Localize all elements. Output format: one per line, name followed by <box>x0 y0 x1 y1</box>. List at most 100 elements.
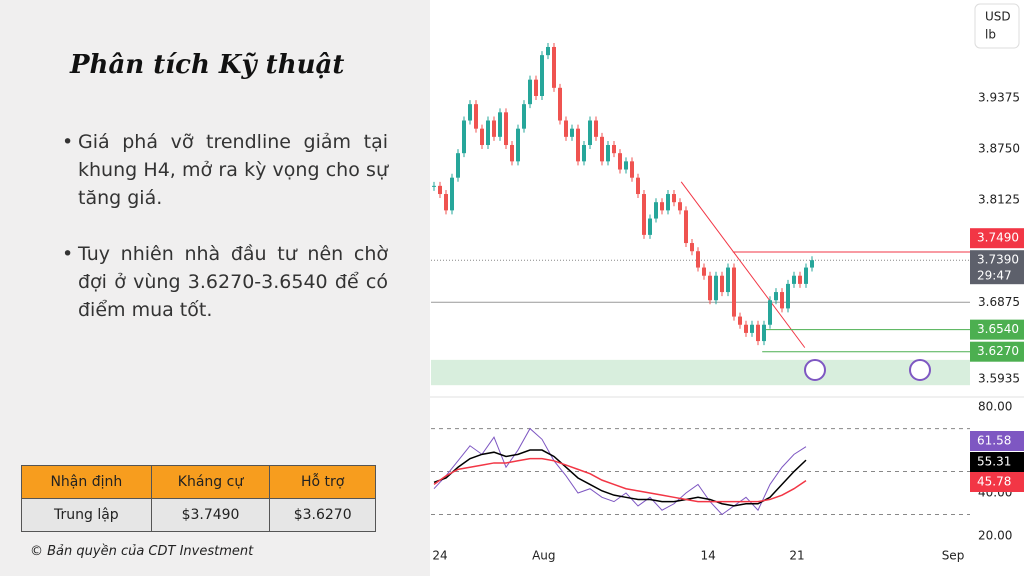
text-panel: Phân tích Kỹ thuật Giá phá vỡ trendline … <box>0 0 430 576</box>
candle <box>786 283 790 309</box>
candle <box>438 185 442 195</box>
candle <box>678 202 682 211</box>
bullet: Tuy nhiên nhà đầu tư nên chờ đợi ở vùng … <box>62 240 388 324</box>
candle <box>516 128 520 162</box>
candle <box>720 275 724 293</box>
candle <box>666 194 670 211</box>
y-tick-label: 3.9375 <box>978 91 1020 105</box>
candle <box>432 185 436 187</box>
candle <box>552 46 556 88</box>
candle <box>462 120 466 154</box>
candle <box>750 324 754 333</box>
price-badge <box>970 319 1024 340</box>
candle <box>660 202 664 211</box>
price-badge-label: 3.7490 <box>977 231 1019 245</box>
candle <box>450 177 454 211</box>
candle <box>762 324 766 342</box>
price-badge <box>970 228 1024 249</box>
candle <box>672 194 676 203</box>
rsi-badge <box>970 431 1024 451</box>
candle <box>804 267 808 284</box>
price-badge-label: 3.7390 <box>977 253 1019 267</box>
candle <box>738 316 742 325</box>
price-badge-label: 3.6540 <box>977 322 1019 336</box>
summary-table: Nhận định Kháng cự Hỗ trợ Trung lập $3.7490… <box>21 465 376 532</box>
price-badge-label: 3.6270 <box>977 344 1019 358</box>
candle <box>468 104 472 121</box>
candle <box>486 120 490 146</box>
x-tick-label: 21 <box>789 549 804 563</box>
y-tick-label: 3.6875 <box>978 295 1020 309</box>
candle <box>696 251 700 268</box>
candle <box>540 55 544 96</box>
copyright: © Bản quyền của CDT Investment <box>30 544 254 559</box>
candle <box>510 145 514 162</box>
candle <box>618 153 622 170</box>
candle <box>576 128 580 162</box>
title: Phân tích Kỹ thuật <box>70 50 345 80</box>
candle <box>708 275 712 301</box>
candle <box>582 145 586 162</box>
rsi-badge-label: 61.58 <box>977 434 1011 448</box>
candle <box>570 128 574 137</box>
bullet: Giá phá vỡ trendline giảm tại khung H4, … <box>62 128 388 212</box>
candle <box>564 120 568 137</box>
candle <box>546 46 550 56</box>
candle <box>444 194 448 211</box>
trendline <box>680 181 806 348</box>
candle <box>606 145 610 162</box>
candle <box>522 104 526 129</box>
event-icon[interactable] <box>909 359 931 381</box>
candle <box>768 300 772 325</box>
candle <box>684 210 688 244</box>
y-tick-label: 3.5935 <box>978 372 1020 386</box>
event-icon[interactable] <box>804 359 826 381</box>
table-header: Hỗ trợ <box>269 465 376 499</box>
candle <box>636 177 640 195</box>
candle <box>456 153 460 178</box>
rsi-badge-label: 55.31 <box>977 455 1011 469</box>
candle <box>588 120 592 146</box>
candle <box>612 145 616 154</box>
candle <box>744 324 748 333</box>
candle <box>798 275 802 284</box>
chart: USD lb 3.9375 3.8750 3.8125 3.6875 3.5935 24 A… <box>430 3 1024 563</box>
rsi-badge <box>970 472 1024 492</box>
unit: USD <box>985 10 1011 24</box>
candle <box>648 218 652 235</box>
countdown: 29:47 <box>977 269 1012 283</box>
x-tick-label: 24 <box>432 549 447 563</box>
candle <box>534 79 538 96</box>
candle <box>480 128 484 146</box>
y-tick-label: 20.00 <box>978 528 1012 542</box>
rsi-line <box>433 427 807 516</box>
candle <box>702 267 706 276</box>
zone <box>431 359 970 386</box>
rsi-badge <box>970 452 1024 472</box>
rsi-line <box>433 449 807 507</box>
unit-box <box>974 3 1020 49</box>
price-badge <box>970 250 1024 285</box>
candle <box>642 194 646 235</box>
candle <box>714 275 718 301</box>
candle <box>732 267 736 317</box>
price-badge <box>970 341 1024 362</box>
table-cell: Trung lập <box>21 498 152 532</box>
unit: lb <box>985 28 996 42</box>
candle <box>630 161 634 178</box>
candle <box>792 275 796 284</box>
candle <box>756 324 760 342</box>
candle <box>492 120 496 137</box>
rsi-badge-label: 45.78 <box>977 475 1011 489</box>
rsi-line <box>433 457 807 503</box>
table-header: Kháng cự <box>150 465 271 499</box>
candle <box>504 112 508 146</box>
table-cell: $3.7490 <box>150 498 271 532</box>
candle <box>726 267 730 293</box>
table-header: Nhận định <box>21 465 152 499</box>
candle <box>810 260 814 268</box>
candle <box>654 202 658 219</box>
candle <box>774 292 778 301</box>
x-tick-label: Aug <box>532 549 555 563</box>
